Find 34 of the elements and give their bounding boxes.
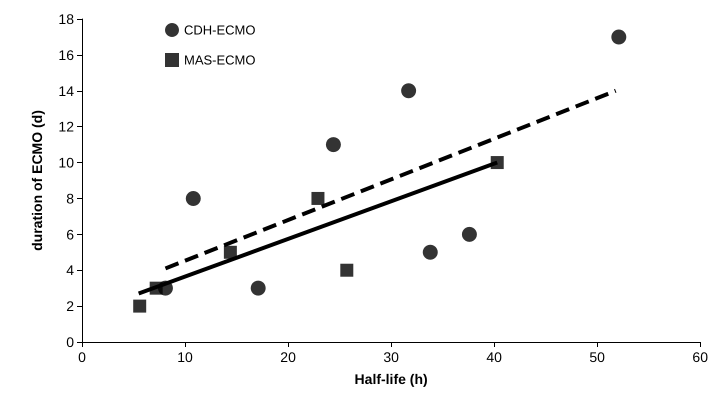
y-tick-label: 18 [58, 11, 74, 27]
x-tick-label: 0 [78, 349, 86, 365]
point [224, 246, 237, 259]
point [311, 192, 324, 205]
point [611, 29, 626, 44]
point [186, 190, 201, 206]
y-tick-label: 8 [66, 190, 74, 206]
point [250, 280, 266, 296]
point [462, 226, 477, 242]
y-axis-title: duration of ECMO (d) [29, 110, 45, 251]
x-tick-label: 20 [280, 349, 296, 365]
x-tick-label: 30 [383, 349, 400, 365]
y-tick-label: 16 [58, 46, 74, 63]
point [133, 300, 146, 313]
point [490, 156, 504, 170]
y-tick-label: 4 [66, 262, 74, 278]
y-tick-label: 6 [66, 226, 74, 242]
point [150, 282, 163, 295]
point [340, 264, 354, 277]
point [401, 83, 416, 98]
legend-label: CDH-ECMO [184, 22, 256, 38]
x-tick-label: 60 [692, 349, 708, 365]
y-tick-label: 12 [58, 118, 74, 135]
y-tick-label: 14 [58, 82, 74, 99]
x-axis-title: Half-life (h) [354, 371, 428, 387]
y-tick-label: 2 [66, 298, 74, 314]
point [422, 244, 438, 260]
x-tick-label: 50 [589, 349, 606, 365]
x-tick-label: 40 [486, 349, 502, 365]
x-tick-label: 10 [177, 349, 194, 365]
point [326, 137, 341, 152]
y-tick-label: 10 [58, 154, 74, 171]
legend-label: MAS-ECMO [184, 52, 256, 68]
y-tick-label: 0 [66, 334, 74, 350]
